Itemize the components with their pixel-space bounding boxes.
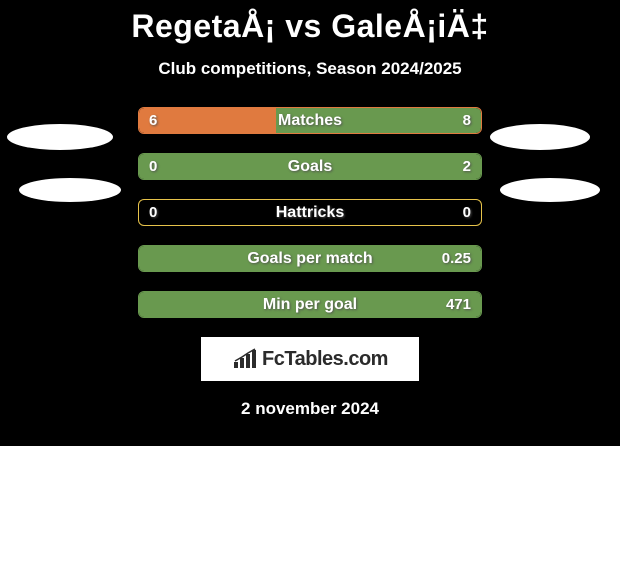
page-subtitle: Club competitions, Season 2024/2025	[0, 59, 620, 79]
comparison-widget: RegetaÅ¡ vs GaleÅ¡iÄ‡ Club competitions,…	[0, 0, 620, 580]
comparison-bars: 68Matches 02Goals 00Hattricks 0.25Goals per…	[138, 107, 482, 318]
footer-date: 2 november 2024	[0, 399, 620, 419]
player-left-ellipse-1	[7, 124, 113, 150]
player-left-ellipse-2	[19, 178, 121, 202]
stat-row: 02Goals	[138, 153, 482, 180]
player-right-ellipse-2	[500, 178, 600, 202]
stat-row: 68Matches	[138, 107, 482, 134]
source-logo-text: FcTables.com	[262, 348, 388, 371]
stat-label: Goals per match	[139, 246, 481, 271]
bars-icon	[232, 348, 258, 370]
stat-row: 0.25Goals per match	[138, 245, 482, 272]
source-logo-box: FcTables.com	[201, 337, 419, 381]
stat-label: Goals	[139, 154, 481, 179]
source-logo[interactable]: FcTables.com	[232, 348, 388, 371]
stat-label: Min per goal	[139, 292, 481, 317]
stat-row: 471Min per goal	[138, 291, 482, 318]
player-right-ellipse-1	[490, 124, 590, 150]
bottom-blank	[0, 446, 620, 580]
stat-label: Hattricks	[139, 200, 481, 225]
stat-row: 00Hattricks	[138, 199, 482, 226]
stat-label: Matches	[139, 108, 481, 133]
page-title: RegetaÅ¡ vs GaleÅ¡iÄ‡	[0, 0, 620, 45]
